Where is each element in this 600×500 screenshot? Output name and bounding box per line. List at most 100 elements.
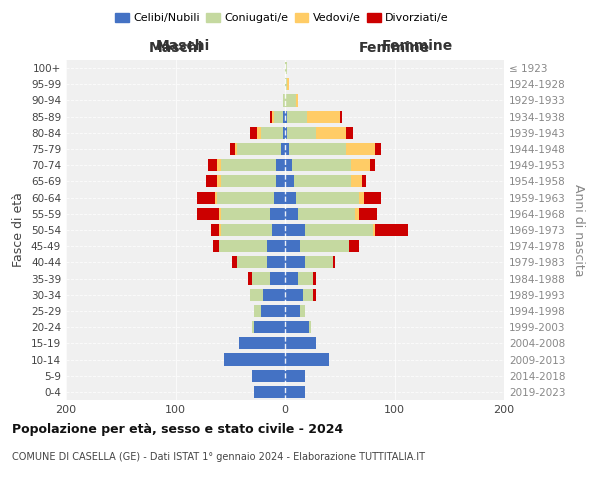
Bar: [375, 143, 382, 155]
Bar: [287, 78, 289, 90]
Bar: [302, 288, 313, 301]
Bar: [307, 110, 340, 122]
Bar: [349, 240, 359, 252]
Bar: [239, 338, 285, 349]
Bar: [285, 143, 289, 155]
Bar: [254, 321, 285, 333]
Bar: [285, 94, 296, 106]
Bar: [206, 176, 217, 188]
Bar: [285, 338, 316, 349]
Bar: [298, 208, 355, 220]
Bar: [285, 208, 298, 220]
Bar: [285, 78, 287, 90]
Bar: [252, 370, 285, 382]
Bar: [269, 110, 272, 122]
Bar: [359, 192, 364, 203]
Bar: [285, 370, 305, 382]
Bar: [287, 127, 316, 139]
Bar: [213, 240, 220, 252]
Bar: [248, 272, 252, 284]
Bar: [261, 127, 283, 139]
Bar: [285, 386, 305, 398]
Bar: [346, 127, 353, 139]
Bar: [250, 288, 263, 301]
Text: Popolazione per età, sesso e stato civile - 2024: Popolazione per età, sesso e stato civil…: [12, 422, 343, 436]
Bar: [224, 354, 285, 366]
Bar: [375, 224, 407, 236]
Bar: [272, 110, 274, 122]
Bar: [254, 386, 285, 398]
Bar: [285, 321, 309, 333]
Bar: [333, 256, 335, 268]
Text: Maschi: Maschi: [156, 38, 210, 52]
Bar: [281, 143, 285, 155]
Bar: [237, 256, 268, 268]
Bar: [268, 256, 285, 268]
Text: COMUNE DI CASELLA (GE) - Dati ISTAT 1° gennaio 2024 - Elaborazione TUTTITALIA.IT: COMUNE DI CASELLA (GE) - Dati ISTAT 1° g…: [12, 452, 425, 462]
Bar: [274, 192, 285, 203]
Bar: [221, 208, 269, 220]
Bar: [355, 208, 359, 220]
Bar: [208, 159, 217, 172]
Legend: Celibi/Nubili, Coniugati/e, Vedovi/e, Divorziati/e: Celibi/Nubili, Coniugati/e, Vedovi/e, Di…: [111, 8, 453, 28]
Bar: [351, 176, 362, 188]
Bar: [197, 208, 220, 220]
Bar: [254, 305, 261, 317]
Text: Femmine: Femmine: [382, 38, 452, 52]
Bar: [217, 192, 274, 203]
Bar: [263, 288, 285, 301]
Bar: [276, 176, 285, 188]
Bar: [287, 110, 307, 122]
Bar: [252, 272, 269, 284]
Bar: [285, 354, 329, 366]
Bar: [261, 305, 285, 317]
Bar: [351, 159, 370, 172]
Bar: [285, 288, 302, 301]
Bar: [316, 127, 346, 139]
Text: Maschi: Maschi: [148, 41, 203, 55]
Bar: [220, 240, 268, 252]
Bar: [296, 192, 359, 203]
Y-axis label: Fasce di età: Fasce di età: [13, 192, 25, 268]
Bar: [289, 143, 346, 155]
Bar: [221, 176, 276, 188]
Bar: [272, 224, 285, 236]
Bar: [235, 143, 237, 155]
Bar: [215, 192, 217, 203]
Bar: [250, 127, 257, 139]
Bar: [220, 208, 221, 220]
Bar: [294, 176, 350, 188]
Bar: [285, 110, 287, 122]
Bar: [301, 305, 305, 317]
Bar: [237, 143, 281, 155]
Bar: [285, 159, 292, 172]
Bar: [274, 110, 283, 122]
Bar: [276, 159, 285, 172]
Bar: [305, 224, 373, 236]
Bar: [340, 110, 342, 122]
Bar: [298, 272, 313, 284]
Bar: [220, 224, 221, 236]
Bar: [362, 176, 366, 188]
Bar: [313, 272, 316, 284]
Bar: [285, 176, 294, 188]
Bar: [269, 272, 285, 284]
Bar: [257, 127, 261, 139]
Bar: [285, 256, 305, 268]
Bar: [285, 127, 287, 139]
Bar: [373, 224, 375, 236]
Bar: [285, 272, 298, 284]
Bar: [221, 224, 272, 236]
Bar: [292, 159, 350, 172]
Bar: [285, 192, 296, 203]
Bar: [252, 321, 254, 333]
Bar: [197, 192, 215, 203]
Bar: [301, 240, 349, 252]
Bar: [268, 240, 285, 252]
Bar: [346, 143, 375, 155]
Bar: [269, 208, 285, 220]
Bar: [232, 256, 237, 268]
Bar: [309, 321, 311, 333]
Bar: [305, 256, 333, 268]
Text: Femmine: Femmine: [359, 41, 430, 55]
